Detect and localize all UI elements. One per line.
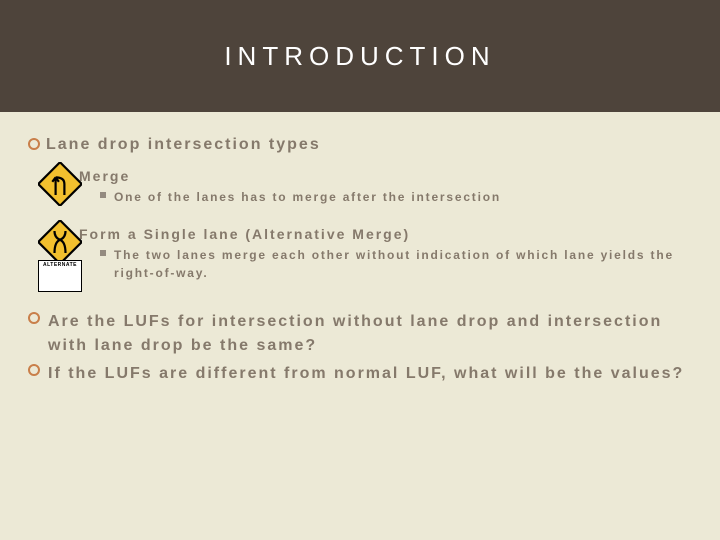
lvl3-text: One of the lanes has to merge after the … xyxy=(114,188,501,206)
bullet-lvl2-alt: Form a Single lane (Alternative Merge) xyxy=(64,226,692,242)
lvl2-text: Form a Single lane (Alternative Merge) xyxy=(79,226,410,242)
lvl2-text: Merge xyxy=(79,168,130,184)
bullet-lvl1: Lane drop intersection types xyxy=(28,136,692,154)
sign-alt-wrap: ALTERNATE Form a Single lane (Alternativ… xyxy=(28,226,692,282)
square-bullet-icon xyxy=(100,250,106,256)
header-band: INTRODUCTION xyxy=(0,0,720,112)
circle-bullet-icon xyxy=(28,364,40,376)
slide-content: Lane drop intersection types Merge One o… xyxy=(0,112,720,386)
lvl3-text: The two lanes merge each other without i… xyxy=(114,246,692,282)
question-1: Are the LUFs for intersection without la… xyxy=(28,310,692,358)
bullet-lvl3-merge: One of the lanes has to merge after the … xyxy=(100,188,692,206)
bullet-lvl2-merge: Merge xyxy=(64,168,692,184)
sign-merge-wrap: Merge One of the lanes has to merge afte… xyxy=(28,168,692,206)
merge-sign-icon xyxy=(38,162,82,206)
question-2: If the LUFs are different from normal LU… xyxy=(28,362,692,386)
square-bullet-icon xyxy=(100,192,106,198)
bullet-lvl3-alt: The two lanes merge each other without i… xyxy=(100,246,692,282)
alternate-sign-label: ALTERNATE xyxy=(38,260,82,292)
slide-title: INTRODUCTION xyxy=(224,41,495,72)
question-text: Are the LUFs for intersection without la… xyxy=(46,310,692,358)
circle-bullet-icon xyxy=(28,138,40,150)
alternate-sign-icon xyxy=(38,220,82,264)
circle-bullet-icon xyxy=(28,312,40,324)
question-text: If the LUFs are different from normal LU… xyxy=(46,362,692,386)
lvl1-text: Lane drop intersection types xyxy=(46,136,321,154)
